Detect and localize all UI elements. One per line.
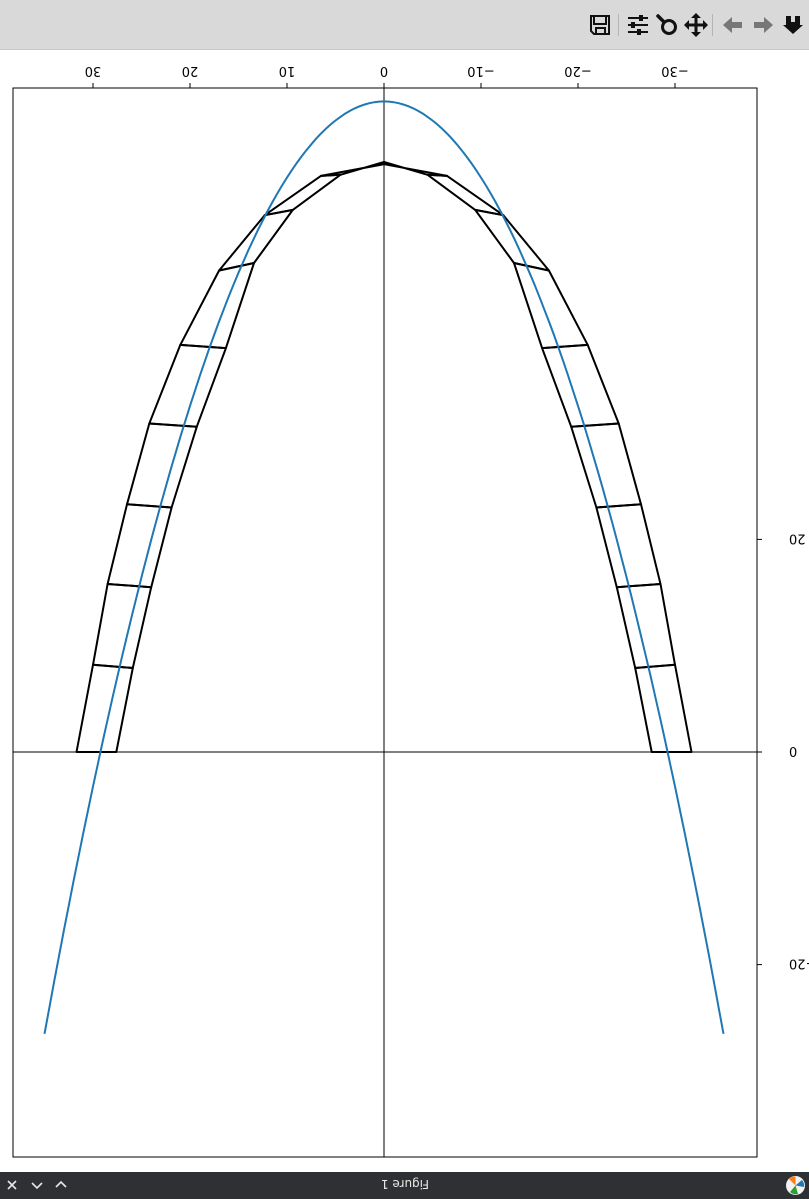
close-icon (7, 1180, 17, 1190)
arch-block (634, 663, 693, 753)
arch-block (595, 503, 662, 589)
close-button[interactable] (3, 1176, 21, 1194)
axes-frame (12, 87, 758, 1158)
sliders-icon (628, 15, 648, 35)
zoom-button[interactable] (652, 9, 682, 41)
chevron-down-icon (31, 1182, 43, 1190)
back-button[interactable] (748, 9, 778, 41)
parabola-line (43, 100, 725, 1034)
navigation-toolbar (0, 0, 809, 50)
zoom-magnifier-icon (656, 14, 677, 35)
home-icon (783, 16, 803, 34)
home-button[interactable] (778, 9, 808, 41)
x-tick-label: 20 (182, 63, 199, 78)
app-logo-icon (786, 1176, 805, 1195)
arch-block (570, 422, 642, 509)
back-arrow-icon (754, 17, 773, 33)
x-tick-label: −30 (661, 63, 688, 78)
y-tick-label: −20 (789, 956, 809, 971)
window-title: Figure 1 (380, 1177, 430, 1191)
arch-block (383, 161, 449, 177)
y-tick-label: 20 (789, 530, 806, 545)
minimize-button[interactable] (28, 1176, 46, 1194)
pan-button[interactable] (681, 9, 711, 41)
window-titlebar: Figure 1 (0, 1172, 809, 1199)
toolbar-separator (618, 14, 619, 36)
arch-block (513, 262, 589, 350)
maximize-button[interactable] (52, 1176, 70, 1194)
x-tick-label: 30 (85, 63, 102, 78)
arch-block (75, 663, 134, 753)
toolbar-separator (712, 14, 713, 36)
x-tick-label: −10 (467, 63, 494, 78)
save-floppy-icon (590, 15, 610, 35)
arch-block (474, 208, 550, 272)
x-tick-label: −20 (564, 63, 591, 78)
arch-block (319, 161, 385, 177)
arch-block (218, 208, 294, 272)
y-tick-label: 0 (789, 743, 797, 758)
arch-block (179, 262, 255, 350)
x-tick-label: 10 (279, 63, 296, 78)
arch-block (106, 503, 173, 589)
chevron-up-icon (55, 1180, 67, 1188)
save-button[interactable] (585, 9, 615, 41)
forward-button[interactable] (718, 9, 748, 41)
pan-move-icon (684, 13, 708, 37)
configure-subplots-button[interactable] (623, 9, 653, 41)
arch-block (126, 422, 198, 509)
x-tick-label: 0 (380, 63, 388, 78)
forward-arrow-icon (723, 17, 742, 33)
